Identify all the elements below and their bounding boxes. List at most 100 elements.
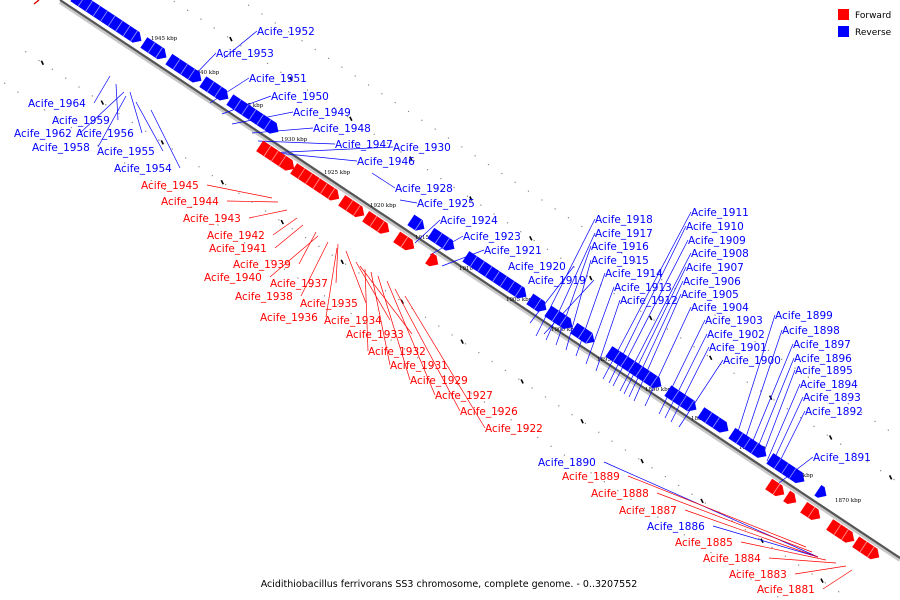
reverse-gene-label: Acife_1958 bbox=[32, 142, 90, 154]
forward-gene-label: Acife_1942 bbox=[207, 230, 265, 242]
forward-gene-block bbox=[852, 536, 880, 560]
track-dot bbox=[811, 573, 813, 575]
gene-segment-divider bbox=[414, 219, 423, 231]
track-dot bbox=[434, 128, 436, 130]
gene-segment-divider bbox=[100, 10, 108, 22]
track-dot bbox=[493, 213, 495, 215]
reverse-gene-label: Acife_1923 bbox=[463, 231, 521, 243]
track-dot bbox=[84, 135, 86, 138]
track-dot bbox=[701, 305, 703, 307]
gene-segment-divider bbox=[514, 286, 523, 297]
forward-gene-label: Acife_1945 bbox=[141, 180, 199, 192]
forward-gene-block bbox=[425, 252, 439, 267]
track-dot bbox=[733, 372, 735, 374]
track-tick bbox=[40, 60, 45, 66]
gene-segment-divider bbox=[772, 483, 781, 495]
gene-segment-divider bbox=[305, 173, 313, 184]
forward-leader-line bbox=[272, 217, 298, 236]
track-dot bbox=[838, 591, 840, 593]
track-dot bbox=[807, 376, 809, 378]
reverse-leader-line bbox=[543, 279, 595, 335]
forward-leader-line bbox=[248, 209, 288, 219]
track-dot bbox=[758, 537, 760, 540]
track-tick bbox=[229, 36, 233, 42]
reverse-gene-label: Acife_1901 bbox=[709, 342, 767, 354]
track-dot bbox=[438, 325, 440, 327]
gene-segment-divider bbox=[627, 361, 636, 372]
track-dot bbox=[834, 394, 836, 396]
track-dot bbox=[657, 516, 659, 518]
gene-segment-divider bbox=[77, 0, 83, 7]
track-dot bbox=[483, 401, 486, 403]
forward-gene-label: Acife_1940 bbox=[204, 272, 262, 284]
kbp-tick-label: 1930 kbp bbox=[281, 137, 308, 143]
track-dot bbox=[270, 259, 272, 261]
track-dot bbox=[173, 0, 175, 3]
track-dot bbox=[110, 153, 112, 155]
reverse-leader-line bbox=[664, 333, 708, 419]
track-dot bbox=[297, 277, 299, 279]
legend: Forward Reverse bbox=[838, 9, 892, 38]
gene-segment-divider bbox=[92, 5, 101, 17]
track-dot bbox=[710, 551, 712, 554]
forward-leader-line bbox=[359, 265, 413, 335]
track-dot bbox=[603, 481, 606, 483]
reverse-gene-label: Acife_1928 bbox=[395, 183, 453, 195]
forward-gene-block bbox=[783, 490, 797, 505]
forward-leader-line bbox=[226, 200, 279, 203]
track-dot bbox=[584, 422, 587, 425]
gene-segment-divider bbox=[642, 371, 651, 382]
track-tick bbox=[640, 458, 644, 464]
reverse-gene-label: Acife_1917 bbox=[595, 228, 653, 240]
track-dot bbox=[786, 408, 788, 410]
track-dot bbox=[451, 334, 453, 336]
reverse-gene-label: Acife_1949 bbox=[293, 107, 351, 119]
forward-gene-label: Acife_1926 bbox=[460, 406, 518, 418]
reverse-leader-line bbox=[735, 314, 776, 439]
track-dot bbox=[304, 236, 307, 239]
reverse-gene-block bbox=[697, 407, 729, 433]
reverse-gene-block bbox=[814, 484, 827, 498]
forward-gene-label: Acife_1883 bbox=[729, 569, 787, 581]
gene-segment-divider bbox=[585, 333, 593, 344]
track-dot bbox=[320, 98, 322, 100]
reverse-leader-line bbox=[575, 272, 606, 357]
kbp-tick-label: 1925 kbp bbox=[324, 170, 351, 176]
track-dot bbox=[567, 217, 570, 219]
track-dot bbox=[314, 48, 316, 51]
track-dot bbox=[394, 102, 396, 104]
reverse-gene-label: Acife_1906 bbox=[683, 276, 741, 288]
forward-gene-label: Acife_1934 bbox=[324, 315, 382, 327]
track-dot bbox=[693, 346, 695, 348]
track-dot bbox=[727, 323, 729, 325]
track-dot bbox=[771, 546, 773, 549]
gene-segment-divider bbox=[297, 168, 306, 179]
reverse-leader-line bbox=[93, 75, 111, 104]
kbp-tick-label: 1890 kbp bbox=[645, 387, 672, 393]
track-dot bbox=[447, 137, 450, 139]
track-dot bbox=[17, 91, 19, 93]
gene-segment-divider bbox=[477, 261, 485, 272]
reverse-leader-line bbox=[595, 299, 621, 372]
gene-segment-divider bbox=[867, 546, 875, 558]
track-dot bbox=[346, 115, 349, 118]
reverse-leader-line bbox=[115, 83, 119, 121]
track-dot bbox=[880, 470, 882, 472]
track-dot bbox=[186, 9, 189, 11]
gene-segment-divider bbox=[750, 442, 759, 454]
reverse-gene-label: Acife_1895 bbox=[795, 365, 853, 377]
track-dot bbox=[506, 222, 509, 224]
track-dot bbox=[813, 425, 815, 428]
track-dot bbox=[573, 266, 575, 268]
track-dot bbox=[440, 177, 442, 180]
gene-segment-divider bbox=[442, 238, 450, 249]
track-dot bbox=[763, 587, 765, 589]
track-dot bbox=[457, 383, 459, 385]
track-dot bbox=[563, 454, 566, 456]
track-dot bbox=[661, 279, 663, 281]
reverse-gene-label: Acife_1920 bbox=[508, 261, 566, 273]
track-dot bbox=[558, 405, 560, 407]
track-dot bbox=[687, 296, 690, 298]
reverse-leader-line bbox=[743, 329, 783, 444]
reverse-gene-label: Acife_1902 bbox=[707, 329, 765, 341]
